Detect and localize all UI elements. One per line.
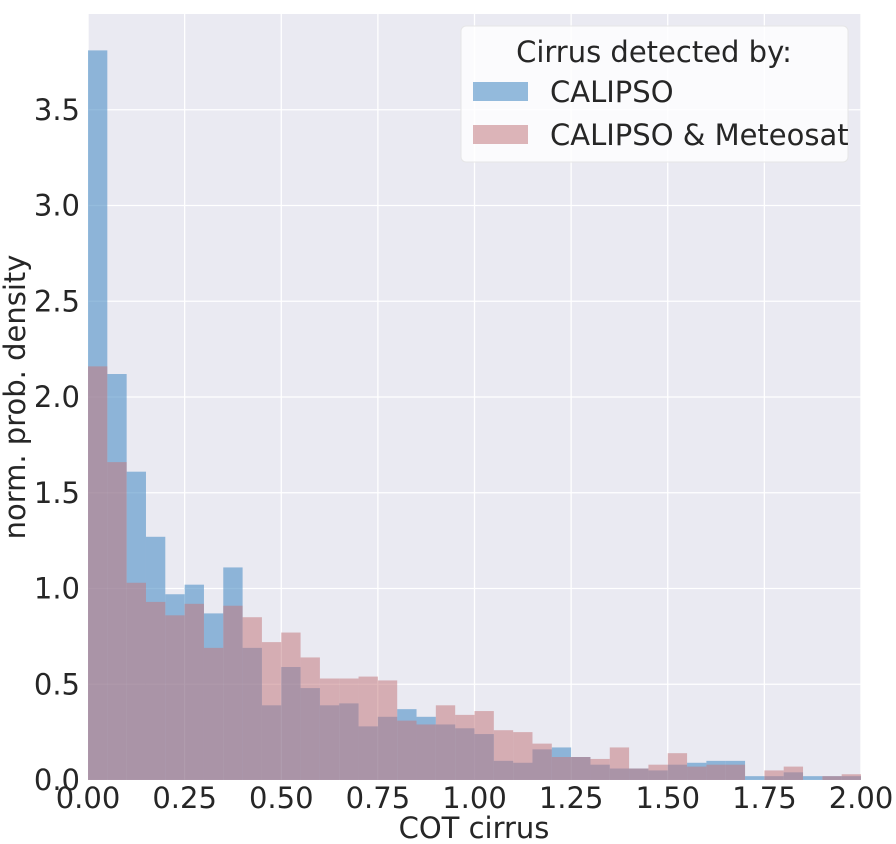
bar-series1-bin27 [609,747,630,780]
tick-labels: 0.00 0.25 0.50 0.75 1.00 1.25 1.50 1.75 2.00 0.0 0… [34,93,893,815]
bar-series1-bin15 [377,680,398,780]
bar-series1-bin29 [648,764,668,780]
bar-series1-bin1 [107,462,127,780]
bar-series1-bin11 [300,657,320,780]
bar-series1-bin17 [416,724,436,780]
y-tick-label-2: 1.0 [34,572,80,606]
x-tick-label-0: 0.00 [56,781,121,815]
bar-series1-bin21 [493,730,514,780]
bar-series1-bin16 [397,720,417,780]
bar-series1-bin6 [203,647,224,780]
y-tick-label-7: 3.5 [34,93,80,127]
bar-series1-bin39 [841,774,861,780]
y-tick-label-5: 2.5 [34,284,80,318]
y-tick-label-3: 1.5 [34,476,80,510]
legend: Cirrus detected by: CALIPSO CALIPSO & Me… [460,25,849,163]
legend-label-calipso: CALIPSO [550,75,674,109]
y-tick-label-6: 3.0 [34,189,80,223]
x-tick-label-6: 1.50 [635,781,700,815]
bar-series1-bin25 [571,757,591,780]
y-tick-label-1: 0.5 [34,667,80,701]
legend-title: Cirrus detected by: [516,35,792,69]
bar-series1-bin8 [242,617,262,780]
bar-series1-bin33 [725,764,746,780]
bar-series1-bin38 [822,776,842,780]
bar-series1-bin23 [532,743,552,780]
bar-series1-bin19 [455,714,475,780]
bar-series1-bin2 [126,582,146,780]
histogram-bars [88,50,861,780]
bar-series1-bin26 [590,758,610,780]
x-axis-label: COT cirrus [399,811,550,844]
bar-series1-bin35 [764,770,784,780]
series-1 [88,366,861,780]
bar-series1-bin3 [145,601,166,780]
x-tick-label-2: 0.50 [249,781,314,815]
bar-series1-bin31 [687,766,707,780]
x-tick-label-8: 2.00 [829,781,894,815]
bar-series1-bin13 [339,678,359,780]
x-tick-label-1: 0.25 [152,781,217,815]
bar-series1-bin10 [281,632,301,780]
y-axis-label: norm. prob. density [0,255,32,540]
bar-series1-bin9 [261,642,282,780]
bar-series1-bin4 [165,615,185,780]
x-tick-label-4: 1.00 [442,781,507,815]
bar-series1-bin0 [88,366,108,780]
bar-series1-bin32 [706,764,726,780]
x-tick-label-7: 1.75 [732,781,797,815]
bar-series1-bin18 [435,705,456,780]
bar-series1-bin24 [551,757,572,780]
x-tick-label-5: 1.25 [539,781,604,815]
bar-series1-bin28 [629,768,649,780]
legend-swatch-calipso [473,82,528,101]
bar-series1-bin14 [358,676,378,780]
bar-series1-bin36 [783,766,804,780]
x-tick-label-3: 0.75 [346,781,411,815]
bar-series1-bin7 [223,605,243,780]
bar-series0-bin37 [803,776,823,780]
bar-series0-bin34 [745,776,765,780]
bar-series1-bin20 [474,711,494,780]
bar-series1-bin5 [184,603,204,780]
bar-series1-bin12 [319,678,340,780]
legend-box [460,25,849,163]
legend-label-calipso-meteosat: CALIPSO & Meteosat [550,118,849,152]
y-tick-label-0: 0.0 [34,763,80,797]
bar-series1-bin30 [667,753,688,780]
legend-swatch-calipso-meteosat [473,125,528,144]
bar-series1-bin22 [513,732,533,780]
y-tick-label-4: 2.0 [34,380,80,414]
